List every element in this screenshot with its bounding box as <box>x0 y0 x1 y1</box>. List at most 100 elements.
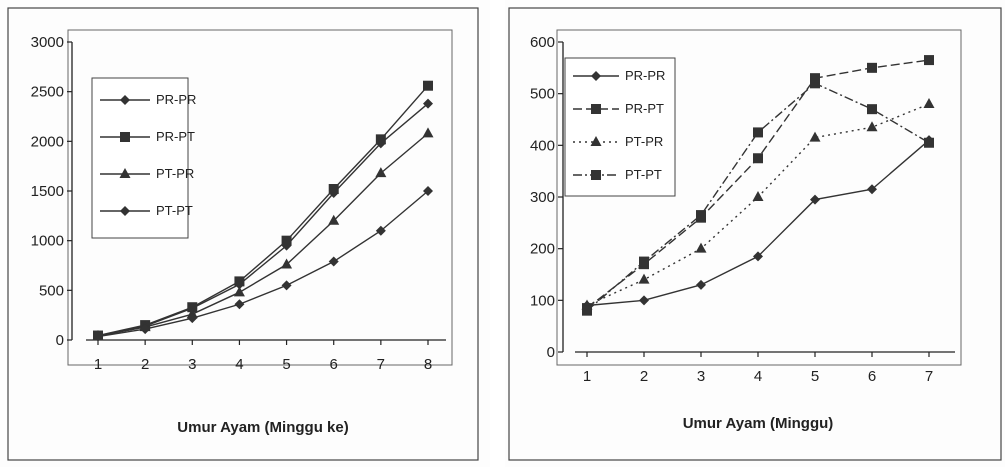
left-chart-legend-label: PR-PT <box>156 129 195 144</box>
right-chart-series-pt-pt <box>582 78 934 316</box>
right-chart-data-point <box>639 295 649 306</box>
right-chart-y-tick-label: 200 <box>530 241 555 258</box>
left-chart-y-tick-label: 2500 <box>31 84 64 101</box>
right-chart-legend-marker <box>591 104 601 114</box>
left-chart-y-tick-label: 2000 <box>31 133 64 150</box>
right-chart-data-point <box>639 256 649 267</box>
left-chart-x-tick-label: 8 <box>424 356 432 373</box>
right-chart-data-point <box>924 137 934 148</box>
left-chart-series-pt-pt <box>93 186 433 342</box>
left-chart-legend-label: PT-PR <box>156 166 194 181</box>
left-chart-x-axis-title: Umur Ayam (Minggu ke) <box>177 419 348 436</box>
left-chart-data-point <box>187 302 198 313</box>
left-chart-plot-area <box>67 29 453 366</box>
right-chart-data-point <box>809 131 821 142</box>
left-chart-data-point <box>422 127 434 138</box>
right-chart-plot-area <box>556 29 962 366</box>
left-chart-series-line <box>97 132 429 337</box>
right-chart-data-point <box>696 279 706 290</box>
left-chart-data-point <box>328 184 339 195</box>
left-chart-data-point <box>423 98 433 109</box>
left-chart-y-tick-label: 500 <box>39 282 64 299</box>
right-chart-legend-marker <box>590 136 602 146</box>
left-chart-legend-marker <box>120 132 130 142</box>
right-chart-y-tick-label: 300 <box>530 189 555 206</box>
chart-panel-left: 0 500 1000 1500 2000 2500 3000 1 2 3 4 5 6 7 8 Umur Aya… <box>0 0 490 467</box>
right-chart-y-tick-label: 100 <box>530 292 555 309</box>
growth-chart-left: 0 500 1000 1500 2000 2500 3000 1 2 3 4 5 6 7 8 Umur Aya… <box>7 7 479 461</box>
right-chart-data-point <box>753 251 763 262</box>
left-chart-x-tick-label: 4 <box>235 356 243 373</box>
left-chart-data-point <box>281 280 292 291</box>
left-chart-data-point <box>375 167 387 178</box>
left-chart-data-point <box>375 225 386 236</box>
right-chart-data-point <box>923 98 935 108</box>
right-chart-x-tick-label: 3 <box>697 368 705 385</box>
left-chart-series-line <box>97 190 429 338</box>
right-chart-data-point <box>753 127 763 138</box>
right-chart-legend-marker <box>591 170 601 180</box>
left-chart-y-tick-label: 3000 <box>31 34 64 51</box>
right-chart-x-tick-label: 1 <box>583 368 591 385</box>
right-chart-y-tick-label: 400 <box>530 137 555 154</box>
right-chart-data-point <box>867 184 877 195</box>
right-chart-x-tick-label: 2 <box>640 368 648 385</box>
left-chart-data-point <box>93 331 103 342</box>
chart-panel-right: 0 100 200 300 400 500 600 1 2 3 4 5 6 7 Umur Ayam (Min… <box>505 0 1005 467</box>
left-chart-y-tick-label: 0 <box>56 332 64 349</box>
right-chart-y-tick-label: 0 <box>547 344 555 361</box>
right-chart-data-point <box>866 121 878 132</box>
left-chart-x-tick-label: 7 <box>377 356 385 373</box>
left-chart-data-point <box>423 186 433 196</box>
left-chart-data-point <box>375 134 386 145</box>
left-chart-y-tick-label: 1500 <box>31 183 64 200</box>
left-chart-data-point <box>281 235 292 246</box>
left-chart-data-point <box>140 324 151 335</box>
right-chart-y-tick-label: 500 <box>530 86 555 103</box>
left-chart-data-point <box>281 258 293 269</box>
right-chart-data-point <box>638 273 650 284</box>
right-chart-x-tick-label: 6 <box>868 368 876 385</box>
left-chart-x-tick-label: 3 <box>188 356 196 373</box>
right-chart-data-point <box>867 104 877 115</box>
left-chart-data-point <box>423 80 433 91</box>
right-chart-x-tick-label: 4 <box>754 368 762 385</box>
right-chart-data-point <box>695 242 707 253</box>
right-chart-frame <box>508 7 1002 461</box>
left-chart-data-point <box>187 313 198 324</box>
left-chart-legend-marker <box>119 168 131 178</box>
right-chart-data-point <box>924 55 934 66</box>
right-chart-legend-label: PT-PT <box>625 167 662 182</box>
left-chart-series-line <box>97 103 429 337</box>
growth-chart-right: 0 100 200 300 400 500 600 1 2 3 4 5 6 7 Umur Ayam (Min… <box>508 7 1002 461</box>
left-chart-frame <box>7 7 479 461</box>
right-chart-x-tick-label: 5 <box>811 368 819 385</box>
right-chart-y-tick-label: 600 <box>530 34 555 51</box>
right-chart-data-point <box>810 78 820 89</box>
left-chart-x-tick-label: 6 <box>330 356 338 373</box>
left-chart-x-tick-label: 5 <box>282 356 290 373</box>
right-chart-x-axis-title: Umur Ayam (Minggu) <box>683 415 834 432</box>
left-chart-y-tick-label: 1000 <box>31 233 64 250</box>
right-chart-data-point <box>696 210 706 221</box>
right-chart-legend <box>564 57 676 197</box>
right-chart-x-tick-label: 7 <box>925 368 933 385</box>
left-chart-legend-label: PR-PR <box>156 92 196 107</box>
left-chart-x-tick-label: 2 <box>141 356 149 373</box>
right-chart-legend-marker <box>591 71 601 81</box>
left-chart-x-tick-label: 1 <box>94 356 102 373</box>
right-chart-data-point <box>752 191 764 201</box>
right-chart-data-point <box>810 73 820 84</box>
left-chart-data-point <box>328 256 339 267</box>
left-chart-data-point <box>233 286 245 297</box>
left-chart-data-point <box>234 299 245 310</box>
right-chart-legend-label: PR-PR <box>625 68 665 83</box>
left-chart-data-point <box>328 214 340 225</box>
right-chart-legend-label: PT-PR <box>625 134 663 149</box>
right-chart-data-point <box>753 153 763 164</box>
left-chart-legend-marker <box>120 206 130 216</box>
left-chart-legend-marker <box>120 95 130 105</box>
right-chart-data-point <box>810 194 820 205</box>
left-chart-series-line <box>97 85 429 337</box>
left-chart-data-point <box>234 276 245 287</box>
